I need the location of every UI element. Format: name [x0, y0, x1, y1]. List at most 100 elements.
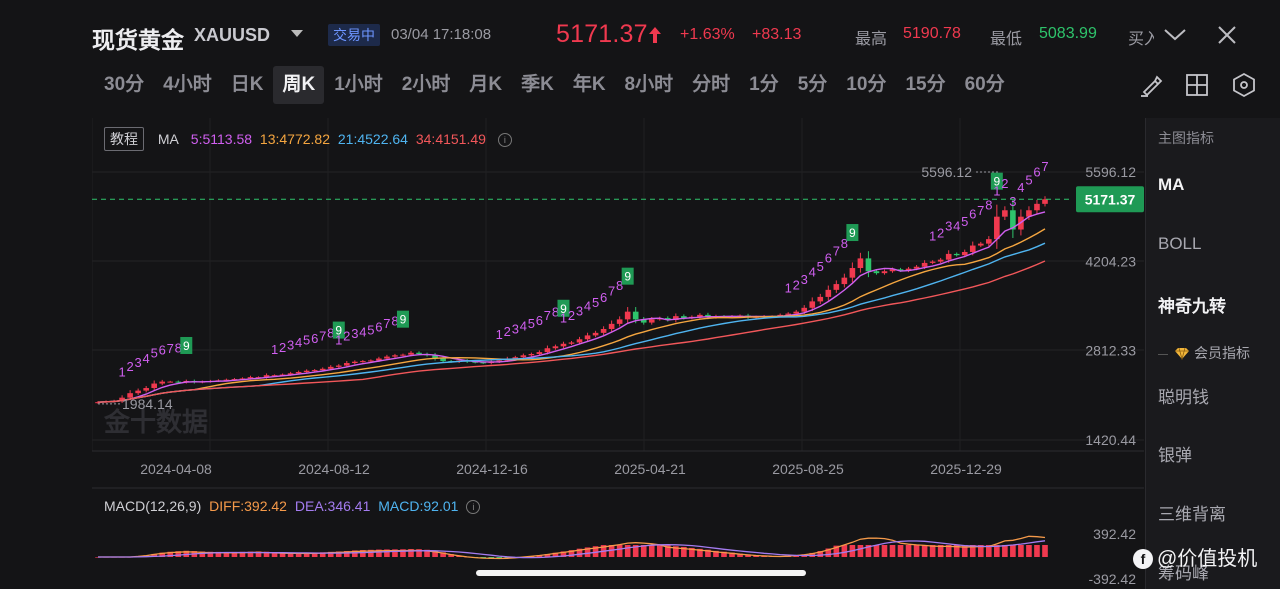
ma-label: MA — [157, 131, 179, 147]
indicator-3d-divergence[interactable]: 三维背离 — [1158, 505, 1226, 524]
candle-body — [889, 269, 896, 272]
chart-watermark: 金十数据 — [103, 407, 208, 438]
period-tab[interactable]: 1分 — [749, 74, 779, 95]
nine-turn-count: 8 — [327, 325, 334, 340]
nine-turn-count: 7 — [544, 308, 551, 323]
price-up-arrow-icon — [649, 27, 661, 43]
period-tab[interactable]: 8小时 — [624, 74, 674, 95]
close-icon[interactable] — [1217, 25, 1237, 45]
period-tab[interactable]: 10分 — [846, 74, 887, 95]
last-price-tag — [1076, 186, 1144, 213]
candle-body — [528, 354, 535, 356]
indicator-ma[interactable]: MA — [1158, 175, 1185, 194]
candle-body — [368, 360, 374, 362]
indicator-boll[interactable]: BOLL — [1158, 234, 1202, 253]
macd-bar — [969, 545, 976, 557]
nine-turn-marker-label: 9 — [560, 302, 567, 316]
macd-bar — [199, 551, 206, 557]
macd-bar — [624, 545, 631, 557]
macd-bar — [295, 552, 302, 557]
nine-turn-count: 6 — [159, 342, 166, 357]
candle-body — [287, 373, 294, 375]
candle-body — [480, 362, 487, 364]
macd-bar — [239, 551, 246, 557]
quote-header: 现货黄金 XAUUSD 交易中 03/04 17:18:08 5171.37 +… — [0, 0, 1280, 64]
period-tab[interactable]: 2小时 — [401, 74, 451, 95]
kline-chart[interactable]: 金十数据 5596.12 4204.23 2812.33 1420.44 2024-04-… — [92, 118, 1144, 588]
ma34-line — [97, 260, 1046, 403]
candle-body — [608, 323, 615, 329]
indicator-chip-peak[interactable]: 筹码峰 — [1158, 564, 1209, 583]
macd-bar — [1010, 545, 1016, 557]
quote-datetime: 03/04 17:18:08 — [391, 26, 492, 43]
macd-bar — [343, 550, 350, 557]
candle-body — [969, 245, 976, 252]
candle-body — [592, 332, 599, 336]
nine-turn-count: 3 — [135, 355, 142, 370]
candle-body — [986, 239, 992, 244]
tutorial-button[interactable]: 教程 — [104, 127, 144, 151]
indicator-sidebar: 主图指标 MA BOLL 神奇九转 会员指标 聪明钱 银弹 三维背离 筹码峰 — [1145, 118, 1280, 589]
candle-body — [841, 277, 848, 285]
candle-body — [263, 375, 270, 378]
candle-body — [1002, 210, 1008, 217]
macd-bar — [287, 552, 294, 557]
indicator-nine-turn[interactable]: 神奇九转 — [1158, 297, 1226, 316]
nine-turn-count: 1 — [496, 327, 503, 342]
candle-body — [343, 363, 350, 366]
period-tab[interactable]: 4小时 — [163, 74, 212, 95]
period-tab[interactable]: 年K — [572, 74, 606, 95]
macd-bar — [953, 545, 960, 557]
macd-bar — [994, 545, 1000, 557]
draw-pen-icon[interactable] — [1138, 72, 1164, 98]
candle-body — [849, 268, 856, 278]
last-price: 5171.37 — [556, 20, 648, 48]
home-indicator[interactable] — [476, 570, 806, 576]
macd-bar — [392, 549, 398, 557]
period-tab[interactable]: 15分 — [905, 74, 946, 95]
candle-body — [568, 342, 575, 344]
nine-turn-marker — [990, 172, 1003, 190]
chevron-down-icon[interactable] — [1163, 25, 1187, 43]
candle-body — [865, 258, 872, 272]
nine-turn-marker-label: 9 — [849, 226, 856, 240]
candle-body — [127, 393, 133, 398]
candle-body — [953, 253, 960, 256]
macd-dea-line — [98, 540, 1046, 559]
period-tab[interactable]: 分时 — [692, 74, 731, 95]
indicator-smart-money[interactable]: 聪明钱 — [1158, 388, 1209, 407]
macd-bar — [592, 546, 599, 557]
y-tick-label: 1420.44 — [1085, 432, 1136, 448]
caret-down-icon[interactable] — [291, 30, 303, 37]
nine-turn-count: 2 — [568, 308, 575, 323]
macd-bar — [648, 545, 655, 557]
nine-turn-count: 4 — [295, 335, 302, 350]
instrument-symbol[interactable]: XAUUSD — [194, 25, 271, 45]
macd-bar — [656, 545, 663, 557]
period-tabs: 30分 4小时 日K 周K 1小时 2小时 月K 季K 年K 8小时 分时 1分 5分 10分 15分 60分 — [95, 66, 1135, 104]
period-tab[interactable]: 月K — [469, 74, 503, 95]
period-tab[interactable]: 5分 — [797, 74, 828, 95]
period-tab[interactable]: 日K — [230, 74, 264, 95]
period-tab[interactable]: 30分 — [104, 74, 145, 95]
layout-grid-icon[interactable] — [1184, 72, 1210, 98]
candle-body — [496, 360, 503, 362]
nine-turn-count: 7 — [977, 203, 984, 218]
candle-body — [247, 377, 254, 379]
info-icon[interactable]: i — [497, 133, 512, 148]
settings-hexagon-icon[interactable] — [1231, 72, 1257, 98]
candle-body — [881, 271, 888, 274]
macd-bar — [745, 554, 751, 557]
change-absolute: +83.13 — [752, 26, 802, 43]
period-tab[interactable]: 60分 — [964, 74, 1005, 95]
nine-turn-count: 5 — [528, 316, 535, 331]
period-tab[interactable]: 季K — [521, 74, 554, 95]
info-icon[interactable]: i — [466, 500, 481, 515]
period-tab[interactable]: 1小时 — [334, 74, 383, 95]
high-value: 5190.78 — [903, 25, 961, 42]
period-tab[interactable]: 周K — [273, 66, 325, 104]
macd-bar — [255, 551, 262, 557]
ma21-value: 21:4522.64 — [337, 131, 408, 147]
indicator-silver-bullet[interactable]: 银弹 — [1158, 446, 1192, 465]
candle-body — [376, 358, 382, 361]
